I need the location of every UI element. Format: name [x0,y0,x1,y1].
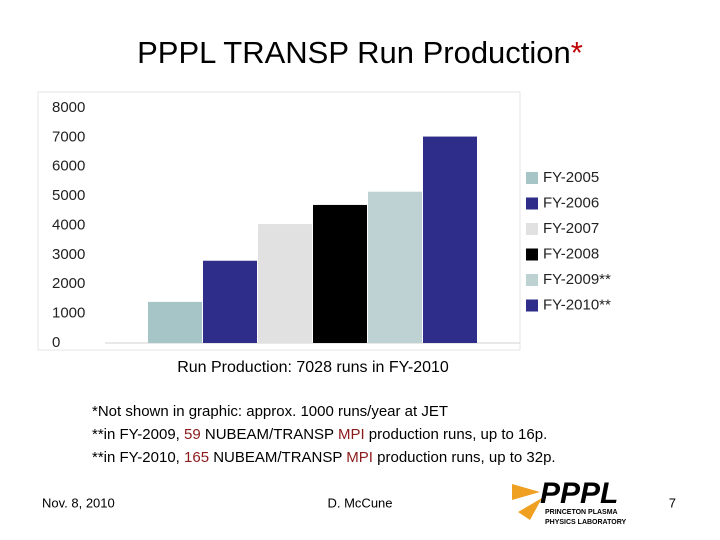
note-segment: MPI [338,426,365,443]
legend-swatch [526,274,538,286]
y-tick-label: 6000 [52,158,85,175]
y-tick-label: 4000 [52,216,85,233]
note-segment: **in FY-2010, [92,449,184,466]
y-tick-label: 8000 [52,99,85,116]
legend-swatch [526,223,538,235]
note-line: **in FY-2010, 165 NUBEAM/TRANSP MPI prod… [92,449,556,466]
legend-label: FY-2009** [543,271,611,288]
legend-swatch [526,172,538,184]
y-tick-label: 3000 [52,246,85,263]
bar [423,136,477,343]
note-segment: *Not shown in graphic: approx. 1000 runs… [92,403,448,420]
legend-label: FY-2007 [543,220,599,237]
note-segment: NUBEAM/TRANSP [201,426,338,443]
legend-swatch [526,299,538,312]
legend-label: FY-2005 [543,169,599,186]
note-line: **in FY-2009, 59 NUBEAM/TRANSP MPI produ… [92,426,547,443]
footer-author: D. McCune [327,495,392,510]
title-text: PPPL TRANSP Run Production [137,35,571,70]
x-axis-label: Run Production: 7028 runs in FY-2010 [177,359,449,376]
logo-line2: PHYSICS LABORATORY [545,519,626,526]
footer-date: Nov. 8, 2010 [42,495,115,510]
y-tick-label: 2000 [52,275,85,292]
legend-label: FY-2010** [543,296,611,313]
legend-swatch [526,248,538,261]
bar [258,224,312,343]
slide-title: PPPL TRANSP Run Production* [137,35,583,70]
bar [148,301,202,343]
logo-line1: PRINCETON PLASMA [545,509,618,516]
y-tick-label: 5000 [52,187,85,204]
y-tick-label: 1000 [52,305,85,322]
legend-label: FY-2008 [543,245,599,262]
page-number: 7 [669,495,676,510]
note-segment: 59 [184,426,201,443]
y-tick-label: 7000 [52,128,85,145]
legend-swatch [526,197,538,210]
bar [368,191,422,343]
chart-frame [37,91,521,351]
bar [313,204,367,343]
note-segment: 165 [184,449,209,466]
note-segment: production runs, up to 32p. [373,449,556,466]
logo-name: PPPL [540,477,618,510]
logo-burst [512,484,542,520]
note-segment: MPI [346,449,373,466]
note-line: *Not shown in graphic: approx. 1000 runs… [92,403,448,420]
logo: PPPL PRINCETON PLASMA PHYSICS LABORATORY [512,477,626,526]
bar [203,260,257,343]
note-segment: production runs, up to 16p. [365,426,548,443]
title-mark: * [571,35,583,70]
notes: *Not shown in graphic: approx. 1000 runs… [92,403,556,466]
y-tick-label: 0 [52,334,60,351]
note-segment: **in FY-2009, [92,426,184,443]
legend-label: FY-2006 [543,194,599,211]
note-segment: NUBEAM/TRANSP [209,449,346,466]
